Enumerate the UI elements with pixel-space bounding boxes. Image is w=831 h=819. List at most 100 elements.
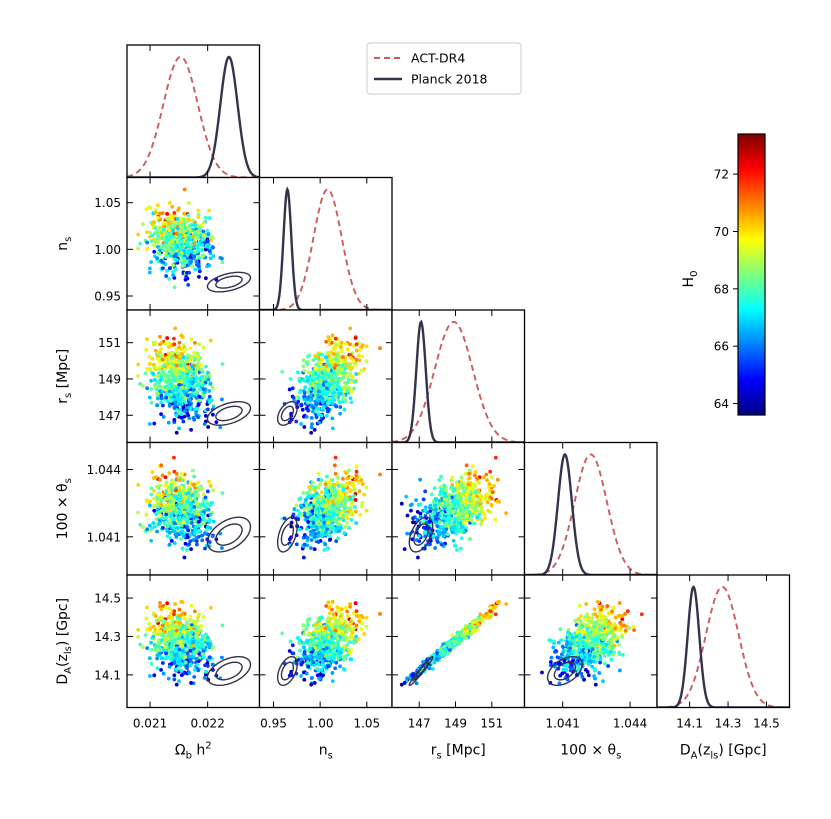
- sample-point: [144, 348, 149, 352]
- sample-point: [200, 374, 204, 379]
- sample-point: [152, 378, 157, 382]
- sample-point: [141, 384, 145, 388]
- sample-point: [207, 216, 212, 220]
- sample-point: [486, 508, 491, 513]
- sample-point: [155, 245, 160, 249]
- sample-point: [152, 421, 157, 426]
- sample-point: [188, 497, 193, 502]
- sample-point: [298, 511, 302, 516]
- sample-point: [313, 510, 318, 515]
- sample-point: [334, 393, 338, 397]
- sample-point: [188, 255, 193, 259]
- sample-point: [484, 472, 489, 477]
- sample-point: [183, 233, 187, 238]
- sample-point: [190, 218, 195, 223]
- sample-point: [152, 508, 157, 513]
- sample-point: [186, 491, 191, 496]
- sample-point: [295, 370, 300, 375]
- sample-point: [181, 389, 186, 394]
- sample-point: [450, 530, 455, 535]
- sample-point: [300, 407, 305, 412]
- sample-point: [172, 521, 177, 525]
- sample-point: [353, 336, 358, 340]
- sample-point: [342, 407, 347, 412]
- sample-point: [317, 420, 322, 425]
- sample-point: [167, 364, 172, 369]
- sample-point: [336, 483, 341, 488]
- sample-point: [166, 351, 171, 356]
- sample-point: [418, 502, 423, 507]
- sample-point: [343, 380, 347, 385]
- sample-point: [321, 514, 326, 518]
- sample-point: [329, 488, 334, 493]
- sample-point: [346, 362, 351, 367]
- sample-point: [314, 379, 319, 384]
- sample-point: [164, 515, 169, 520]
- sample-point: [189, 681, 193, 685]
- sample-point: [316, 360, 321, 365]
- sample-point: [352, 494, 356, 499]
- sample-point: [327, 363, 331, 368]
- sample-point: [310, 373, 315, 378]
- sample-point: [199, 223, 204, 228]
- sample-point: [444, 488, 448, 493]
- sample-point: [179, 639, 184, 644]
- sample-point: [304, 501, 309, 506]
- sample-point: [459, 503, 464, 508]
- sample-point: [138, 381, 143, 386]
- sample-point: [479, 522, 483, 527]
- sample-point: [195, 351, 200, 356]
- sample-point: [174, 430, 179, 435]
- sample-point: [148, 230, 152, 235]
- sample-point: [302, 378, 307, 383]
- sample-point: [177, 340, 182, 345]
- sample-point: [192, 474, 197, 479]
- sample-point: [343, 483, 348, 488]
- planck-contour-2sigma: [276, 516, 298, 553]
- sample-point: [190, 643, 195, 648]
- sample-point: [339, 503, 344, 508]
- sample-point: [206, 425, 211, 429]
- sample-point: [464, 509, 469, 514]
- sample-point: [320, 406, 325, 411]
- sample-point: [179, 668, 184, 673]
- sample-point: [211, 404, 216, 409]
- sample-point: [427, 519, 432, 524]
- sample-point: [190, 640, 195, 644]
- sample-point: [207, 394, 212, 399]
- sample-point: [339, 341, 344, 345]
- sample-point: [346, 468, 351, 473]
- sample-point: [305, 535, 310, 540]
- sample-point: [306, 354, 310, 359]
- sample-point: [187, 224, 192, 228]
- sample-point: [159, 372, 164, 377]
- sample-point: [321, 375, 326, 380]
- sample-point: [199, 233, 203, 238]
- sample-point: [357, 480, 361, 485]
- sample-point: [195, 245, 200, 250]
- sample-point: [172, 211, 177, 215]
- sample-point: [195, 542, 199, 547]
- sample-point: [182, 211, 187, 216]
- sample-point: [179, 415, 184, 420]
- sample-point: [159, 346, 163, 351]
- sample-point: [166, 632, 171, 637]
- sample-point: [196, 208, 200, 213]
- sample-point: [487, 482, 492, 486]
- sample-point: [322, 503, 327, 508]
- sample-point: [193, 498, 198, 503]
- sample-point: [477, 512, 482, 517]
- sample-point: [152, 488, 156, 493]
- sample-point: [207, 479, 211, 484]
- sample-point: [207, 263, 212, 268]
- sample-point: [411, 520, 415, 525]
- sample-point: [316, 406, 321, 411]
- sample-point: [197, 638, 202, 643]
- sample-point: [164, 269, 169, 273]
- sample-point: [306, 519, 311, 524]
- sample-point: [339, 363, 344, 368]
- sample-point: [164, 231, 169, 236]
- sample-point: [290, 386, 295, 391]
- sample-point: [176, 520, 181, 525]
- sample-point: [404, 494, 409, 499]
